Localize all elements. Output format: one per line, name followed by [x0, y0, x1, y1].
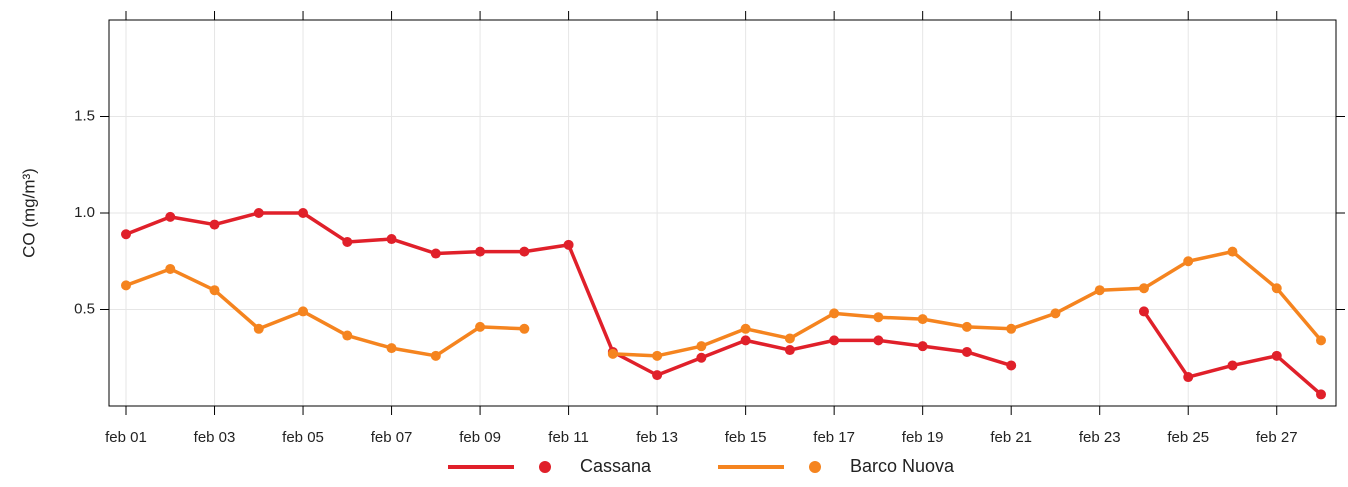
data-point [165, 263, 176, 274]
y-tick-label: 1.0 [74, 204, 95, 221]
data-point [917, 341, 928, 352]
data-point [342, 236, 353, 247]
x-tick-label: feb 21 [990, 429, 1032, 446]
x-tick-label: feb 15 [725, 429, 767, 446]
data-point [1227, 360, 1238, 371]
data-point [784, 333, 795, 344]
data-point [652, 370, 663, 381]
legend-marker [809, 461, 821, 473]
data-point [386, 343, 397, 354]
data-point [430, 248, 441, 259]
plot-frame [108, 19, 1337, 407]
data-point [298, 306, 309, 317]
data-point [209, 285, 220, 296]
x-tick-label: feb 17 [813, 429, 855, 446]
data-point [519, 323, 530, 334]
legend-marker [539, 461, 551, 473]
legend-label: Barco Nuova [850, 456, 955, 476]
data-point [784, 345, 795, 356]
data-point [961, 346, 972, 357]
data-point [1183, 256, 1194, 267]
data-point [607, 348, 618, 359]
legend-label: Cassana [580, 456, 652, 476]
data-point [961, 321, 972, 332]
x-tick-label: feb 07 [371, 429, 413, 446]
data-point [1227, 246, 1238, 257]
y-tick-label: 0.5 [74, 300, 95, 317]
x-tick-label: feb 27 [1256, 429, 1298, 446]
x-tick-label: feb 23 [1079, 429, 1121, 446]
data-point [829, 308, 840, 319]
x-tick-label: feb 25 [1167, 429, 1209, 446]
data-point [1138, 306, 1149, 317]
x-tick-label: feb 11 [548, 429, 589, 446]
data-point [519, 246, 530, 257]
data-point [696, 341, 707, 352]
data-point [1271, 283, 1282, 294]
data-point [696, 352, 707, 363]
data-point [652, 350, 663, 361]
data-point [342, 330, 353, 341]
data-point [917, 314, 928, 325]
series-line [125, 249, 1323, 358]
x-tick-label: feb 05 [282, 429, 324, 446]
data-point [740, 335, 751, 346]
data-point [430, 350, 441, 361]
data-point [829, 335, 840, 346]
x-tick-label: feb 19 [902, 429, 944, 446]
y-tick-label: 1.5 [74, 107, 95, 124]
data-point [121, 229, 131, 240]
x-tick-label: feb 03 [194, 429, 236, 446]
data-point [475, 321, 486, 332]
data-point [253, 323, 264, 334]
data-point [563, 239, 574, 250]
data-point [209, 219, 220, 230]
data-point [1094, 285, 1105, 296]
x-tick-label: feb 13 [636, 429, 678, 446]
data-point [165, 211, 176, 222]
data-point [1271, 350, 1282, 361]
data-point [1138, 283, 1149, 294]
x-tick-label: feb 09 [459, 429, 501, 446]
x-tick-label: feb 01 [105, 429, 147, 446]
data-point [1050, 308, 1061, 319]
data-point [1006, 360, 1017, 371]
data-point [1006, 323, 1017, 334]
y-axis-label: CO (mg/m³) [19, 168, 38, 258]
data-point [1183, 372, 1194, 383]
data-point [873, 335, 884, 346]
data-point [298, 208, 309, 218]
data-point [1316, 389, 1326, 400]
data-point [873, 312, 884, 323]
data-point [1316, 335, 1326, 346]
data-point [253, 208, 264, 218]
data-point [121, 280, 131, 291]
data-point [740, 323, 751, 334]
data-point [475, 246, 486, 257]
series-line [125, 211, 1323, 396]
data-point [386, 234, 397, 245]
